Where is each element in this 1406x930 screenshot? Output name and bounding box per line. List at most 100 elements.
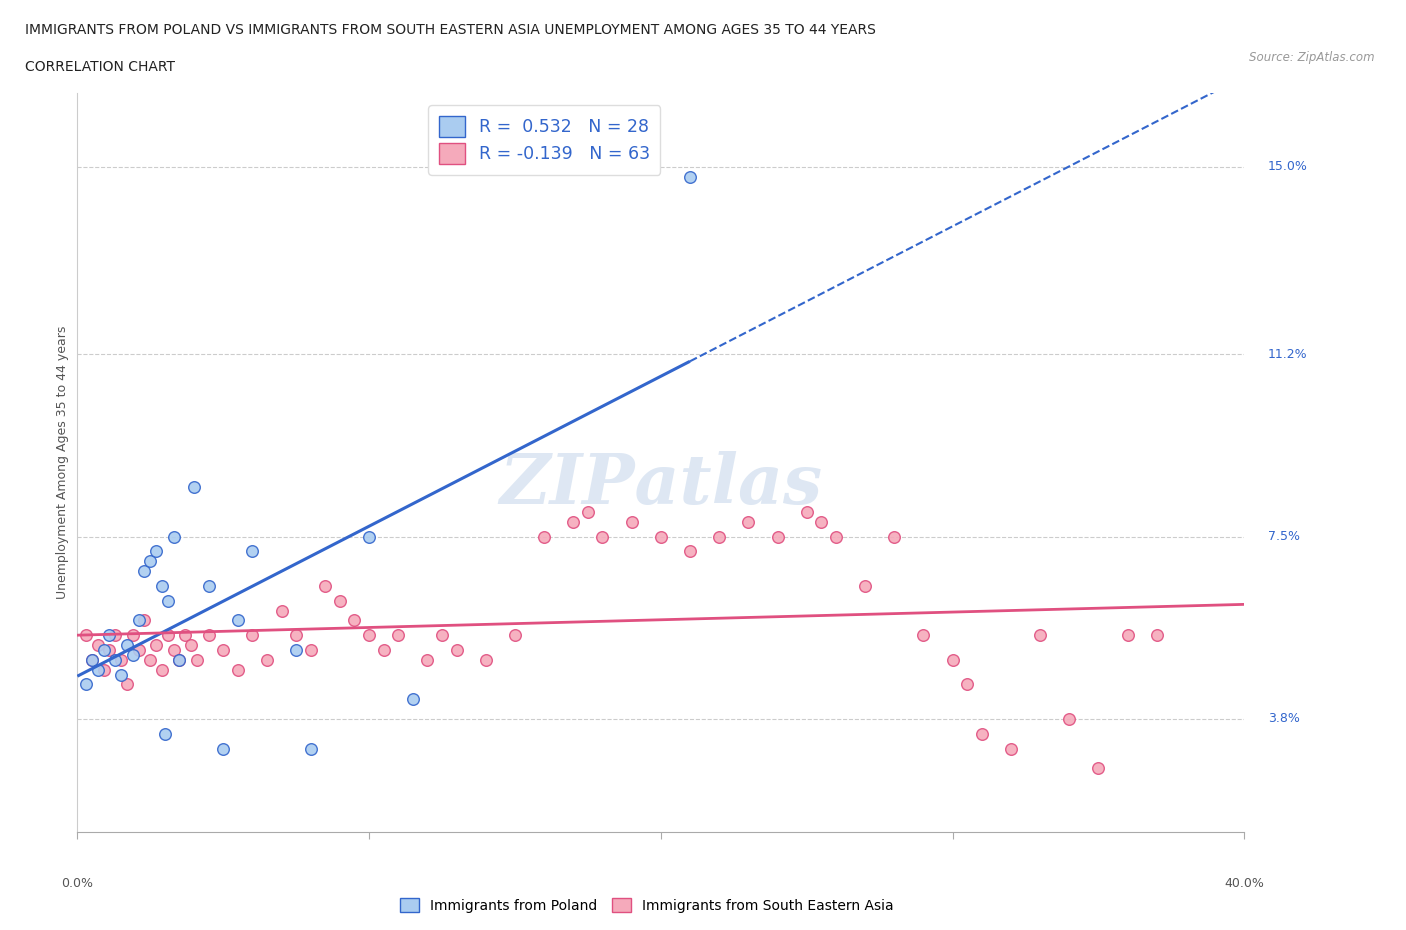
Point — [1087, 761, 1109, 776]
Point — [121, 647, 143, 662]
Point — [197, 628, 219, 643]
Point — [285, 643, 308, 658]
Point — [115, 677, 138, 692]
Text: 7.5%: 7.5% — [1268, 530, 1299, 543]
Point — [402, 692, 425, 707]
Text: CORRELATION CHART: CORRELATION CHART — [25, 60, 176, 74]
Point — [104, 628, 127, 643]
Point — [162, 529, 184, 544]
Point — [87, 638, 110, 653]
Point — [766, 529, 789, 544]
Text: ZIP​atlas: ZIP​atlas — [499, 451, 823, 519]
Point — [75, 628, 97, 643]
Point — [299, 643, 322, 658]
Point — [110, 653, 132, 668]
Point — [180, 638, 202, 653]
Point — [156, 593, 179, 608]
Point — [956, 677, 979, 692]
Point — [110, 667, 132, 682]
Point — [679, 169, 702, 184]
Point — [128, 613, 150, 628]
Point — [75, 677, 97, 692]
Point — [503, 628, 526, 643]
Point — [115, 638, 138, 653]
Point — [592, 529, 614, 544]
Text: 3.8%: 3.8% — [1268, 712, 1299, 725]
Point — [169, 653, 191, 668]
Point — [242, 628, 264, 643]
Point — [810, 514, 832, 529]
Point — [98, 643, 121, 658]
Point — [212, 643, 235, 658]
Point — [93, 662, 115, 677]
Point — [162, 643, 184, 658]
Point — [824, 529, 846, 544]
Point — [430, 628, 453, 643]
Point — [150, 662, 173, 677]
Point — [1059, 711, 1081, 726]
Point — [242, 544, 264, 559]
Point — [620, 514, 643, 529]
Text: 40.0%: 40.0% — [1225, 877, 1264, 890]
Point — [134, 564, 156, 578]
Point — [153, 726, 176, 741]
Point — [212, 741, 235, 756]
Point — [285, 628, 308, 643]
Point — [93, 643, 115, 658]
Point — [562, 514, 585, 529]
Point — [169, 653, 191, 668]
Point — [1029, 628, 1052, 643]
Point — [650, 529, 672, 544]
Point — [416, 653, 439, 668]
Point — [104, 653, 127, 668]
Point — [80, 653, 103, 668]
Point — [853, 578, 876, 593]
Point — [134, 613, 156, 628]
Point — [186, 653, 208, 668]
Point — [98, 628, 121, 643]
Point — [299, 741, 322, 756]
Point — [912, 628, 935, 643]
Point — [576, 504, 599, 519]
Point — [145, 544, 167, 559]
Point — [387, 628, 409, 643]
Legend: R =  0.532   N = 28, R = -0.139   N = 63: R = 0.532 N = 28, R = -0.139 N = 63 — [429, 105, 659, 175]
Point — [256, 653, 278, 668]
Point — [197, 578, 219, 593]
Point — [150, 578, 173, 593]
Point — [709, 529, 731, 544]
Point — [270, 604, 292, 618]
Point — [357, 628, 380, 643]
Point — [373, 643, 395, 658]
Point — [139, 554, 162, 569]
Text: 11.2%: 11.2% — [1268, 348, 1308, 361]
Point — [1000, 741, 1022, 756]
Text: IMMIGRANTS FROM POLAND VS IMMIGRANTS FROM SOUTH EASTERN ASIA UNEMPLOYMENT AMONG : IMMIGRANTS FROM POLAND VS IMMIGRANTS FRO… — [25, 23, 876, 37]
Point — [357, 529, 380, 544]
Text: Source: ZipAtlas.com: Source: ZipAtlas.com — [1250, 51, 1375, 64]
Point — [80, 653, 103, 668]
Point — [679, 544, 702, 559]
Point — [145, 638, 167, 653]
Text: 15.0%: 15.0% — [1268, 161, 1308, 173]
Point — [533, 529, 555, 544]
Point — [183, 480, 205, 495]
Point — [128, 643, 150, 658]
Point — [796, 504, 818, 519]
Text: 0.0%: 0.0% — [62, 877, 93, 890]
Point — [1146, 628, 1168, 643]
Point — [87, 662, 110, 677]
Point — [226, 662, 249, 677]
Point — [1116, 628, 1139, 643]
Point — [314, 578, 336, 593]
Point — [883, 529, 905, 544]
Point — [970, 726, 993, 741]
Point — [446, 643, 468, 658]
Point — [139, 653, 162, 668]
Legend: Immigrants from Poland, Immigrants from South Eastern Asia: Immigrants from Poland, Immigrants from … — [394, 893, 900, 919]
Point — [475, 653, 498, 668]
Point — [226, 613, 249, 628]
Point — [174, 628, 197, 643]
Point — [343, 613, 366, 628]
Point — [156, 628, 179, 643]
